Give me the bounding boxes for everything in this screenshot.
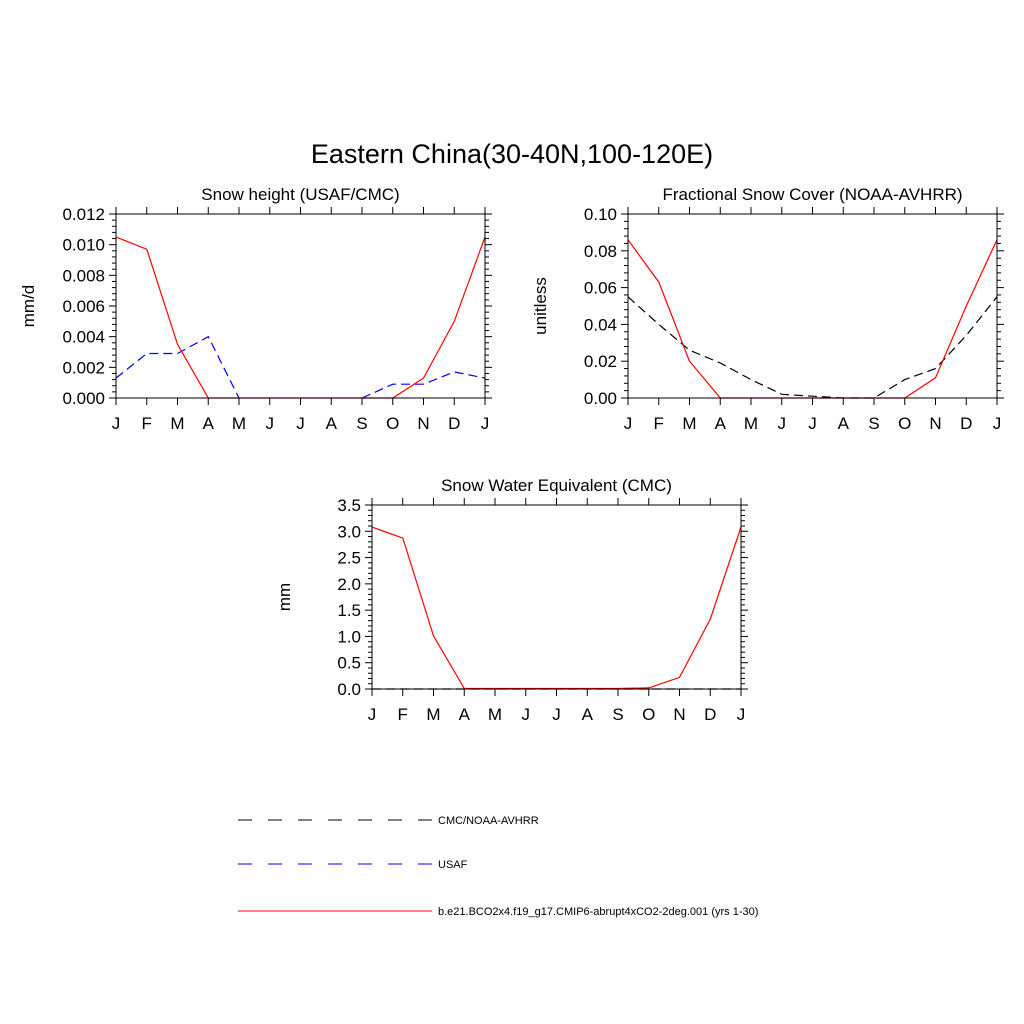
x-tick-label: N [929, 414, 941, 433]
x-tick-label: F [654, 414, 664, 433]
x-tick-label: M [170, 414, 184, 433]
x-tick-label: M [426, 705, 440, 724]
x-tick-label: F [398, 705, 408, 724]
chart-panel-1: Snow height (USAF/CMC)mm/dJ F M A M J J A S O N D J0… [19, 185, 492, 433]
y-tick-label: 0.008 [62, 266, 105, 285]
y-tick-label: 0.004 [62, 328, 105, 347]
x-tick-label: O [386, 414, 399, 433]
x-tick-label: A [326, 414, 338, 433]
x-tick-label: A [838, 414, 850, 433]
legend-label: CMC/NOAA-AVHRR [438, 815, 539, 827]
x-tick-label: J [808, 414, 817, 433]
series-line-1 [115, 335, 240, 399]
y-axis-label: mm/d [19, 285, 38, 328]
x-tick-label: N [673, 705, 685, 724]
y-tick-label: 0.010 [62, 236, 105, 255]
x-tick-label: M [232, 414, 246, 433]
series-line-1 [361, 371, 486, 399]
plot-frame [115, 213, 486, 399]
legend-label: b.e21.BCO2x4.f19_g17.CMIP6-abrupt4xCO2-2… [438, 906, 758, 918]
x-tick-label: A [715, 414, 727, 433]
series-line-2 [371, 526, 742, 690]
y-tick-label: 1.5 [337, 601, 361, 620]
legend-label: USAF [438, 859, 468, 871]
y-tick-label: 0.06 [584, 279, 617, 298]
y-tick-label: 2.5 [337, 549, 361, 568]
legend-item: CMC/NOAA-AVHRR [238, 815, 539, 827]
y-tick-label: 0.00 [584, 389, 617, 408]
y-tick-label: 0.0 [337, 680, 361, 699]
y-tick-label: 0.012 [62, 205, 105, 224]
legend-item: USAF [238, 859, 468, 871]
x-tick-label: O [642, 705, 655, 724]
x-tick-label: J [266, 414, 275, 433]
x-tick-label: J [993, 414, 1002, 433]
y-tick-label: 3.5 [337, 496, 361, 515]
x-tick-label: O [898, 414, 911, 433]
x-tick-label: J [552, 705, 561, 724]
y-axis-label: mm [275, 583, 294, 611]
x-tick-label: J [522, 705, 531, 724]
chart-panel-2: Fractional Snow Cover (NOAA-AVHRR) unitle… [531, 185, 1004, 433]
x-tick-label: A [582, 705, 594, 724]
chart-panels: Snow height (USAF/CMC)mm/dJ F M A M J J A S O N D J0… [19, 185, 1004, 724]
y-tick-label: 2.0 [337, 575, 361, 594]
chart-panel-3: Snow Water Equivalent (CMC)mmJ F M A M J J A S O N… [275, 476, 748, 724]
x-tick-label: M [744, 414, 758, 433]
y-tick-label: 0.5 [337, 654, 361, 673]
y-tick-label: 0.08 [584, 242, 617, 261]
x-tick-label: S [356, 414, 367, 433]
x-tick-label: D [448, 414, 460, 433]
y-tick-label: 0.10 [584, 205, 617, 224]
panel-title: Snow height (USAF/CMC) [201, 185, 399, 204]
y-tick-label: 0.02 [584, 352, 617, 371]
x-tick-label: A [203, 414, 215, 433]
x-tick-label: J [624, 414, 633, 433]
series-line-2 [115, 236, 486, 399]
x-tick-label: D [960, 414, 972, 433]
y-tick-label: 0.000 [62, 389, 105, 408]
panel-title: Snow Water Equivalent (CMC) [441, 476, 672, 495]
series-line-2 [627, 239, 998, 399]
x-tick-label: M [682, 414, 696, 433]
x-tick-label: J [778, 414, 787, 433]
x-tick-label: N [417, 414, 429, 433]
x-tick-label: J [112, 414, 121, 433]
legend: CMC/NOAA-AVHRR USAF b.e21.BCO2x4.f19_g17.C… [238, 815, 758, 918]
y-tick-label: 1.0 [337, 627, 361, 646]
y-tick-label: 0.006 [62, 297, 105, 316]
x-tick-label: M [488, 705, 502, 724]
series-line-1 [627, 296, 998, 399]
x-tick-label: S [612, 705, 623, 724]
x-tick-label: F [142, 414, 152, 433]
x-tick-label: J [737, 705, 746, 724]
y-tick-label: 0.04 [584, 315, 617, 334]
x-tick-label: S [868, 414, 879, 433]
plot-frame [627, 213, 998, 399]
x-tick-label: J [481, 414, 490, 433]
x-tick-label: J [368, 705, 377, 724]
legend-item: b.e21.BCO2x4.f19_g17.CMIP6-abrupt4xCO2-2… [238, 906, 758, 918]
y-tick-label: 3.0 [337, 522, 361, 541]
x-tick-label: A [459, 705, 471, 724]
main-title: Eastern China(30-40N,100-120E) [311, 139, 713, 169]
y-axis-label: unitless [531, 277, 550, 335]
x-tick-label: D [704, 705, 716, 724]
panel-title: Fractional Snow Cover (NOAA-AVHRR) [662, 185, 962, 204]
y-tick-label: 0.002 [62, 358, 105, 377]
x-tick-label: J [296, 414, 305, 433]
plot-frame [371, 504, 742, 690]
